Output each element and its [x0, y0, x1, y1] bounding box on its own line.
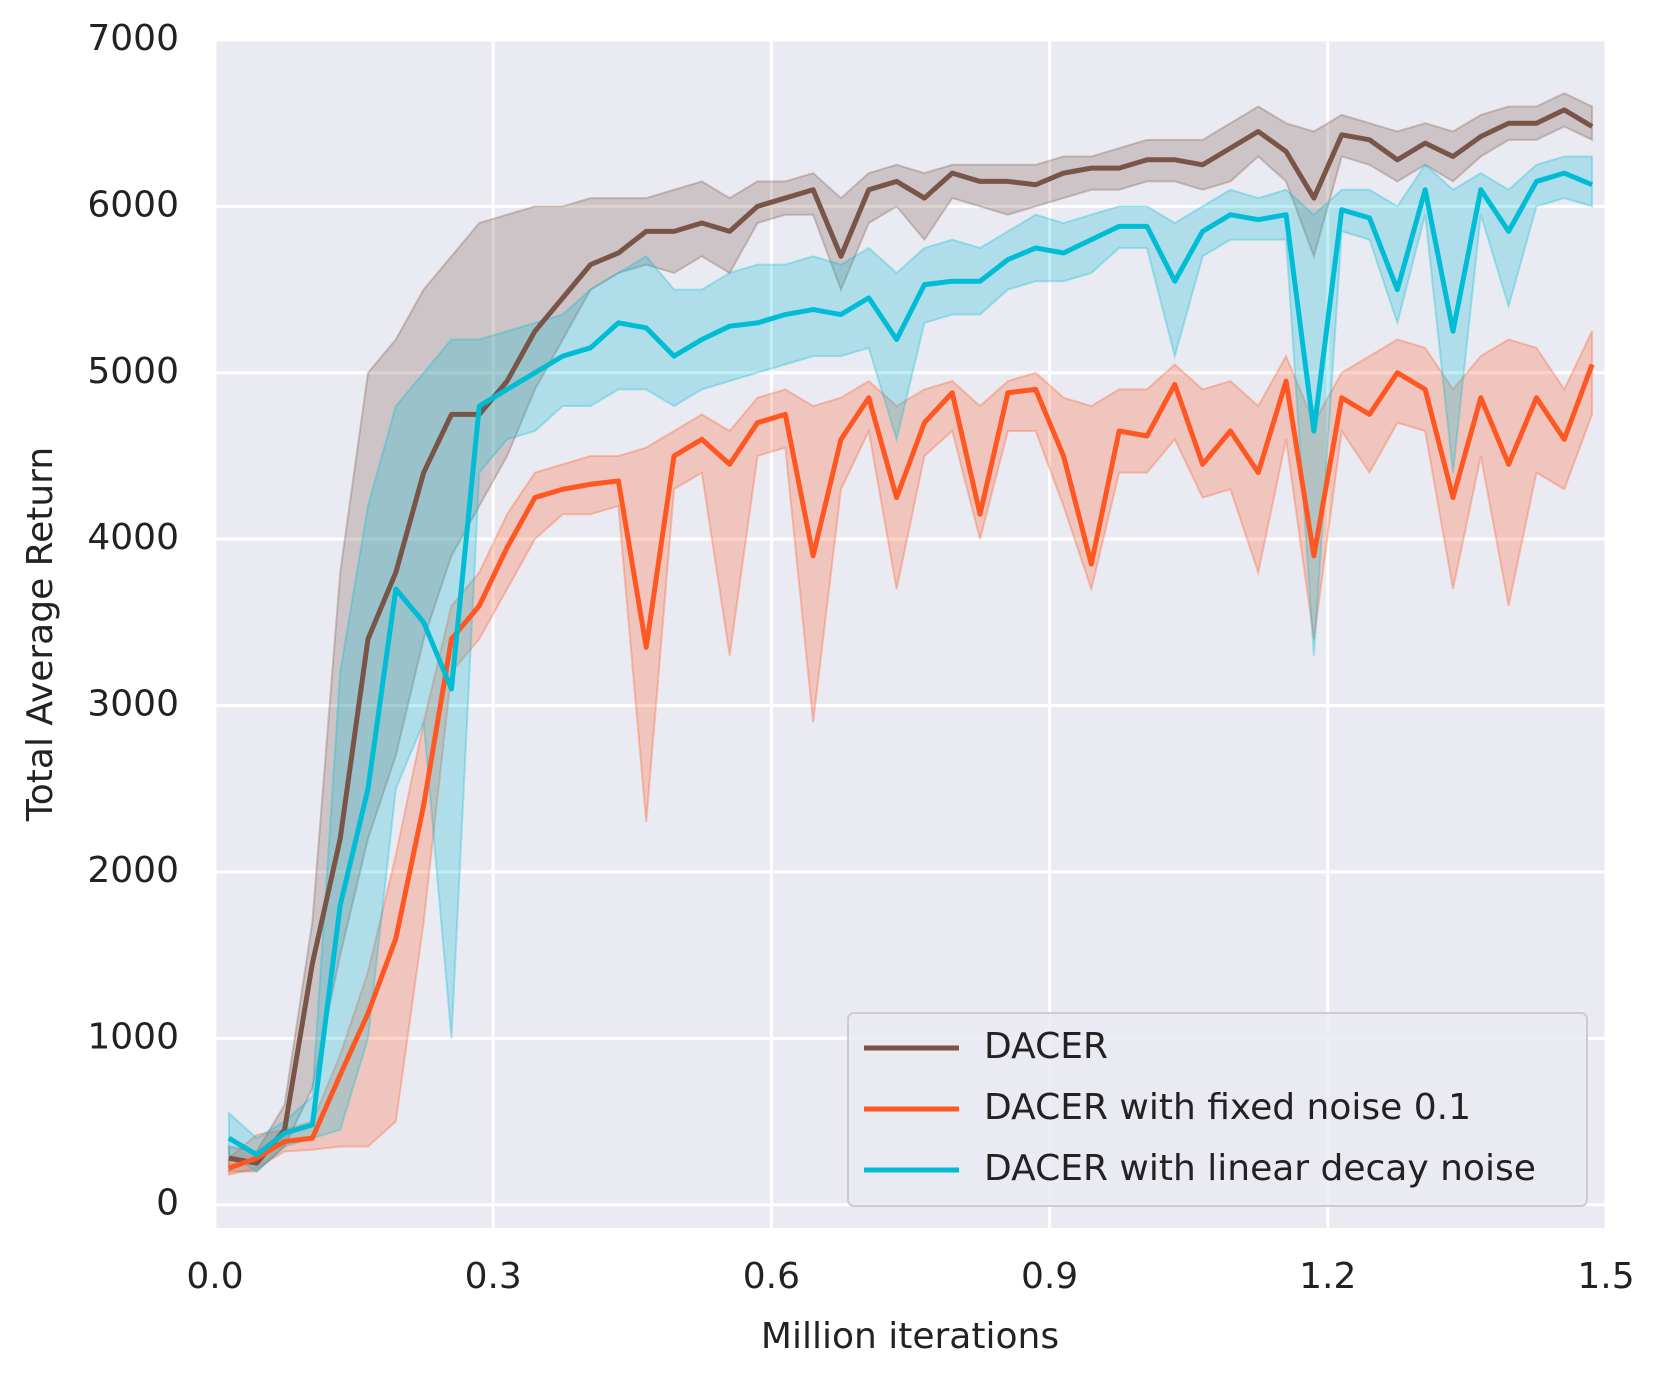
legend-label: DACER with fixed noise 0.1 [984, 1087, 1471, 1128]
y-tick-label: 2000 [87, 850, 179, 891]
legend: DACER DACER with fixed noise 0.1 DACER wit… [847, 1012, 1588, 1207]
x-tick-label: 0.6 [743, 1256, 800, 1297]
series-line [228, 107, 1594, 1166]
x-tick-label: 0.9 [1021, 1256, 1078, 1297]
y-tick-label: 6000 [87, 184, 179, 225]
confidence-band [227, 330, 1594, 1177]
x-tick-label: 1.5 [1577, 1256, 1634, 1297]
x-tick-label: 1.2 [1299, 1256, 1356, 1297]
legend-box [847, 1012, 1588, 1207]
series-line [227, 170, 1594, 1158]
x-tick-label: 0.0 [186, 1256, 243, 1297]
y-tick-label: 5000 [87, 351, 179, 392]
confidence-band [227, 155, 1594, 1173]
y-tick-label: 0 [156, 1183, 179, 1224]
y-tick-label: 3000 [87, 684, 179, 725]
legend-label: DACER with linear decay noise [984, 1148, 1536, 1189]
legend-label: DACER [984, 1026, 1108, 1067]
y-tick-label: 4000 [87, 517, 179, 558]
y-tick-label: 1000 [87, 1016, 179, 1057]
y-tick-label: 7000 [87, 18, 179, 59]
confidence-band [227, 92, 1594, 1173]
x-axis-label: Million iterations [761, 1316, 1059, 1357]
y-axis-label: Total Average Return [20, 447, 61, 822]
x-tick-label: 0.3 [465, 1256, 522, 1297]
